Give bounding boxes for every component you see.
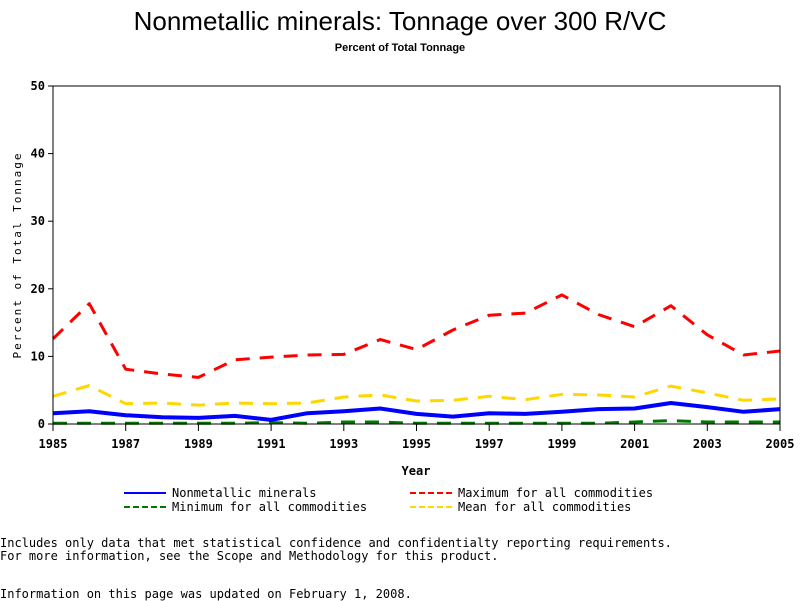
x-tick-label: 1985	[39, 437, 68, 451]
x-axis-label: Year	[402, 464, 431, 478]
x-tick-label: 2005	[766, 437, 795, 451]
legend-item-maximum: Maximum for all commodities	[410, 486, 653, 500]
y-axis-label: Percent of Total Tonnage	[11, 152, 24, 359]
x-tick-label: 2001	[620, 437, 649, 451]
series-minimum	[53, 421, 780, 424]
legend-item-mean: Mean for all commodities	[410, 500, 631, 514]
legend: Nonmetallic minerals Maximum for all com…	[0, 486, 800, 518]
x-tick-label: 1997	[475, 437, 504, 451]
x-tick-label: 1999	[547, 437, 576, 451]
legend-label: Nonmetallic minerals	[172, 486, 317, 500]
legend-swatch	[410, 506, 452, 508]
legend-swatch	[124, 492, 166, 494]
legend-label: Maximum for all commodities	[458, 486, 653, 500]
legend-item-nonmetallic: Nonmetallic minerals	[124, 486, 317, 500]
y-tick-label: 20	[31, 282, 45, 296]
x-tick-label: 1995	[402, 437, 431, 451]
x-tick-label: 1991	[257, 437, 286, 451]
series-nonmetallic-minerals	[53, 403, 780, 420]
y-axis: 0 10 20 30 40 50	[31, 79, 53, 431]
y-tick-label: 30	[31, 214, 45, 228]
legend-label: Mean for all commodities	[458, 500, 631, 514]
note-updated: Information on this page was updated on …	[0, 587, 412, 601]
y-tick-label: 40	[31, 147, 45, 161]
plot-frame	[53, 86, 780, 424]
y-tick-label: 0	[38, 417, 45, 431]
legend-swatch	[124, 506, 166, 508]
y-tick-label: 50	[31, 79, 45, 93]
x-tick-label: 1987	[111, 437, 140, 451]
series-maximum	[53, 295, 780, 378]
series-layer	[53, 295, 780, 423]
legend-item-minimum: Minimum for all commodities	[124, 500, 367, 514]
legend-swatch	[410, 492, 452, 494]
note-methodology: For more information, see the Scope and …	[0, 549, 499, 563]
legend-label: Minimum for all commodities	[172, 500, 367, 514]
note-confidence: Includes only data that met statistical …	[0, 536, 672, 550]
x-tick-label: 1989	[184, 437, 213, 451]
y-tick-label: 10	[31, 349, 45, 363]
x-tick-label: 2003	[693, 437, 722, 451]
x-tick-label: 1993	[329, 437, 358, 451]
x-axis: 1985 1987 1989 1991 1993 1995 1997 1999 2001 2003…	[39, 424, 795, 451]
